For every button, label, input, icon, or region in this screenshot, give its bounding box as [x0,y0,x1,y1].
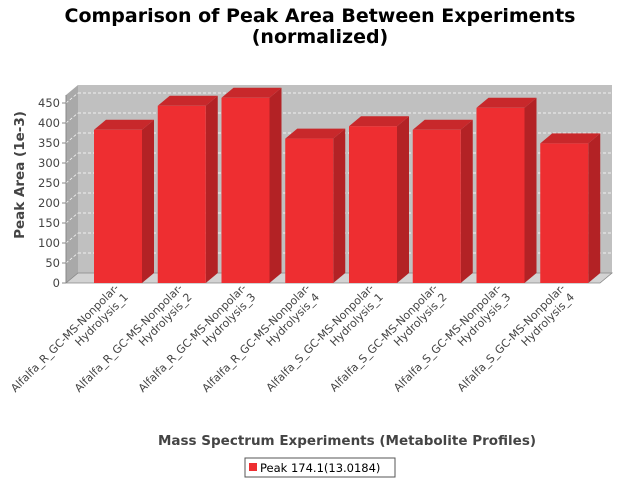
bar-front [221,97,270,283]
y-tick-label: 450 [38,96,60,110]
bar-front [94,129,142,283]
x-tick-label-line: Alfalfa_R_GC-MS-Nonpolar- [8,281,121,394]
bar-side [460,119,473,283]
bar-series [94,87,601,283]
y-tick-label: 150 [38,216,60,230]
bar-top [412,119,473,130]
x-tick-label: Alfalfa_R_GC-MS-Nonpolar-Hydrolysis_4 [200,281,323,394]
bar [94,119,154,283]
bar-front [476,107,525,283]
bar-top [540,133,601,144]
gridline [65,92,79,104]
y-tick-label: 400 [38,116,60,130]
y-axis-label: Peak Area (1e-3) [12,111,28,239]
bar-front [540,143,589,283]
x-tick-label: Alfalfa_S_GC-MS-Nonpolar-Hydrolysis_2 [327,281,449,394]
bar [157,95,218,283]
bar-side [333,128,346,283]
legend: Peak 174.1(13.0184) [244,457,396,478]
x-tick-label: Alfalfa_R_GC-MS-Nonpolar-Hydrolysis_2 [72,281,195,394]
bar [221,87,282,283]
y-tick-label: 300 [38,156,60,170]
bar-top [94,119,154,130]
gridline [65,132,79,144]
y-tick-label: 350 [38,136,60,150]
gridline [65,212,79,224]
chart-subtitle: (normalized) [252,26,389,48]
x-tick-label: Alfalfa_S_GC-MS-Nonpolar-Hydrolysis_3 [391,281,513,394]
y-tick-label: 250 [38,176,60,190]
bar [349,116,409,283]
bar-front [349,126,397,283]
bar-side [269,87,282,283]
bar-side [524,97,537,283]
bar-top [476,97,537,108]
bar-top [157,95,218,106]
bar-side [142,119,154,283]
gridline [65,152,79,164]
bar [476,97,537,283]
legend-box [244,457,396,478]
x-tick-label: Alfalfa_R_GC-MS-Nonpolar-Hydrolysis_1 [8,281,131,394]
x-axis-label: Mass Spectrum Experiments (Metabolite Pr… [158,433,536,449]
legend-label: Peak 174.1(13.0184) [260,461,380,475]
bar-side [588,133,601,283]
x-tick-label: Alfalfa_S_GC-MS-Nonpolar-Hydrolysis_1 [264,281,386,394]
x-tick-label: Alfalfa_R_GC-MS-Nonpolar-Hydrolysis_3 [136,281,259,394]
bar [412,119,473,283]
bar-front [412,129,461,283]
bar-side [205,95,218,283]
legend-swatch [249,463,257,471]
bar [285,128,346,283]
y-tick-label: 0 [53,276,60,290]
gridline [65,112,79,124]
bar-side [397,116,409,283]
y-tick-label: 100 [38,236,60,250]
gridline [65,232,79,244]
bar-top [349,116,409,127]
bar [540,133,601,283]
gridline [65,192,79,204]
bar-top [221,87,282,98]
bar-front [157,105,206,283]
bar-front [285,138,334,283]
plot-left-wall [66,85,78,283]
gridline [65,252,79,264]
gridline [65,172,79,184]
x-tick-label: Alfalfa_S_GC-MS-Nonpolar-Hydrolysis_4 [455,281,577,394]
y-tick-label: 50 [45,256,60,270]
y-tick-label: 200 [38,196,60,210]
bar-top [285,128,346,139]
chart-title: Comparison of Peak Area Between Experime… [65,5,576,27]
